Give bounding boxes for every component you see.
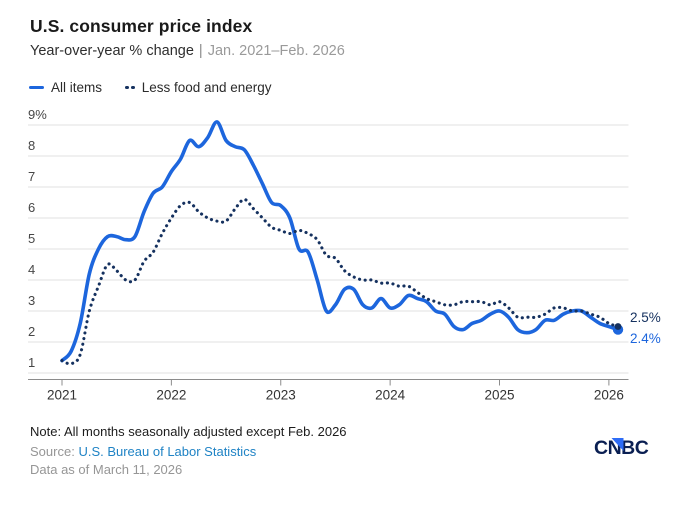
all-items-end-label: 2.4% (630, 331, 661, 346)
y-axis-label: 2 (28, 324, 35, 339)
y-axis-label: 9% (28, 107, 47, 122)
subtitle-measure: Year-over-year % change (30, 43, 194, 59)
cnbc-logo-svg: CNBC (594, 437, 649, 459)
subtitle-date-range: Jan. 2021–Feb. 2026 (207, 43, 345, 59)
cnbc-logo-triangle-icon (611, 438, 624, 451)
subtitle-separator: | (198, 43, 203, 59)
chart-note: Note: All months seasonally adjusted exc… (30, 424, 347, 439)
legend-label-less-food-and-energy: Less food and energy (141, 80, 272, 95)
x-axis-label: 2026 (594, 388, 624, 403)
x-axis-label: 2023 (266, 388, 296, 403)
source-link[interactable]: U.S. Bureau of Labor Statistics (78, 444, 257, 459)
y-axis-label: 5 (28, 231, 35, 246)
less-food-and-energy-line (60, 197, 620, 366)
less-food-and-energy-end-dot (614, 323, 622, 330)
x-axis-label: 2025 (484, 388, 514, 403)
x-axis-label: 2024 (375, 388, 406, 403)
y-axis-label: 6 (28, 200, 35, 215)
y-axis-label: 8 (28, 138, 35, 153)
chart-subtitle: Year-over-year % change | Jan. 2021–Feb.… (30, 43, 345, 59)
all-items-line (60, 120, 620, 363)
x-axis-label: 2022 (156, 388, 186, 403)
y-axis-label: 1 (28, 355, 35, 370)
all-items-line-swatch (29, 85, 44, 90)
legend-item-less-food-and-energy: Less food and energy (125, 80, 272, 95)
chart-source-line: Source: U.S. Bureau of Labor Statistics (30, 444, 256, 459)
data-as-of: Data as of March 11, 2026 (30, 462, 183, 477)
less-food-and-energy-end-label: 2.5% (630, 310, 661, 325)
y-axis-label: 7 (28, 169, 35, 184)
less-food-and-energy-dots-swatch (125, 85, 135, 90)
chart-legend: All items Less food and energy (29, 80, 272, 95)
legend-label-all-items: All items (51, 80, 103, 95)
y-axis-label: 4 (28, 262, 35, 277)
x-axis-label: 2021 (47, 388, 77, 403)
source-prefix: Source: (30, 444, 75, 459)
y-axis-label: 3 (28, 293, 35, 308)
chart-title: U.S. consumer price index (30, 16, 253, 36)
chart-header: U.S. consumer price index Year-over-year… (30, 16, 345, 59)
legend-item-all-items: All items (29, 80, 102, 95)
cnbc-logo: CNBC (594, 435, 660, 459)
